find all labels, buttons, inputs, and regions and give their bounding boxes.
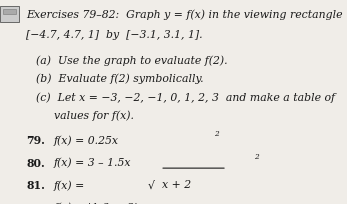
Text: [−4.7, 4.7, 1]  by  [−3.1, 3.1, 1].: [−4.7, 4.7, 1] by [−3.1, 3.1, 1]. xyxy=(26,30,203,40)
Text: 81.: 81. xyxy=(26,180,45,191)
Text: 79.: 79. xyxy=(26,135,45,146)
Text: 2: 2 xyxy=(254,152,259,160)
Text: Exercises 79–82:  Graph y = f(x) in the viewing rectangle: Exercises 79–82: Graph y = f(x) in the v… xyxy=(26,9,342,20)
Text: 2: 2 xyxy=(214,130,219,137)
Text: (c)  Let x = −3, −2, −1, 0, 1, 2, 3  and make a table of: (c) Let x = −3, −2, −1, 0, 1, 2, 3 and m… xyxy=(36,92,336,102)
FancyBboxPatch shape xyxy=(0,7,19,22)
Text: √: √ xyxy=(147,180,154,190)
Text: x + 2: x + 2 xyxy=(162,180,191,190)
Text: f(x) = 0.25x: f(x) = 0.25x xyxy=(54,135,119,145)
Text: 80.: 80. xyxy=(26,157,45,168)
Text: f(x) =: f(x) = xyxy=(54,180,88,190)
Text: 82.: 82. xyxy=(26,202,45,204)
Text: f(x) = 3 – 1.5x: f(x) = 3 – 1.5x xyxy=(54,157,131,168)
FancyBboxPatch shape xyxy=(3,10,16,14)
Text: (a)  Use the graph to evaluate f(2).: (a) Use the graph to evaluate f(2). xyxy=(36,55,228,66)
Text: values for f(x).: values for f(x). xyxy=(54,110,134,121)
Text: f(x) = |1.6x – 2|: f(x) = |1.6x – 2| xyxy=(54,202,138,204)
Text: (b)  Evaluate f(2) symbolically.: (b) Evaluate f(2) symbolically. xyxy=(36,73,204,84)
